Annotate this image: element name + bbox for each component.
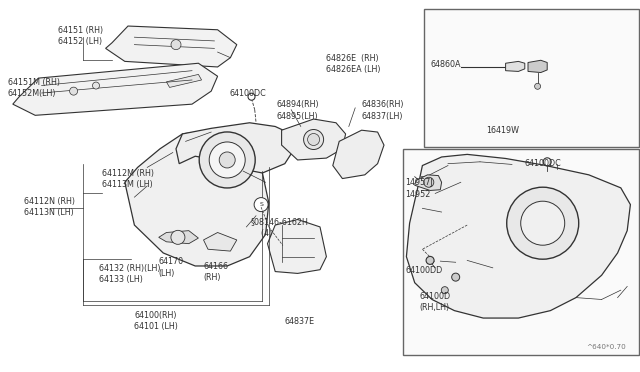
- Text: 64170
(LH): 64170 (LH): [159, 257, 184, 278]
- Polygon shape: [159, 231, 198, 244]
- Text: S: S: [259, 202, 263, 207]
- Circle shape: [534, 83, 541, 89]
- Polygon shape: [506, 61, 525, 71]
- Circle shape: [70, 87, 77, 95]
- Text: 64100DC: 64100DC: [525, 159, 561, 168]
- Text: 64132 (RH)(LH)
64133 (LH): 64132 (RH)(LH) 64133 (LH): [99, 264, 161, 284]
- Polygon shape: [528, 60, 547, 73]
- Polygon shape: [176, 123, 294, 173]
- Circle shape: [303, 129, 324, 150]
- Polygon shape: [333, 130, 384, 179]
- Circle shape: [308, 134, 319, 145]
- Circle shape: [426, 256, 434, 264]
- Text: 64100(RH)
64101 (LH): 64100(RH) 64101 (LH): [134, 311, 179, 331]
- Circle shape: [442, 287, 448, 294]
- Circle shape: [521, 201, 564, 245]
- Text: 14952: 14952: [405, 190, 431, 199]
- Polygon shape: [125, 130, 269, 266]
- Text: 14957J: 14957J: [405, 178, 433, 187]
- Circle shape: [93, 82, 99, 89]
- Polygon shape: [13, 63, 218, 115]
- Text: 64837E: 64837E: [285, 317, 315, 326]
- Text: 64860A: 64860A: [430, 60, 461, 68]
- Text: 64151 (RH)
64152 (LH): 64151 (RH) 64152 (LH): [58, 26, 103, 46]
- Circle shape: [171, 230, 185, 244]
- Circle shape: [219, 152, 236, 168]
- Polygon shape: [282, 119, 346, 160]
- Circle shape: [199, 132, 255, 188]
- Polygon shape: [268, 219, 326, 273]
- Polygon shape: [106, 26, 237, 67]
- Text: 64836(RH)
64837(LH): 64836(RH) 64837(LH): [362, 100, 404, 121]
- Text: 64100D
(RH,LH): 64100D (RH,LH): [419, 292, 451, 312]
- Text: ^640*0.70: ^640*0.70: [586, 344, 626, 350]
- Circle shape: [507, 187, 579, 259]
- Text: 64100DC: 64100DC: [229, 89, 266, 98]
- Text: 64826E  (RH)
64826EA (LH): 64826E (RH) 64826EA (LH): [326, 54, 381, 74]
- Text: 64112M (RH)
64113M (LH): 64112M (RH) 64113M (LH): [102, 169, 154, 189]
- Circle shape: [209, 142, 245, 178]
- Text: §08146-6162H
    (4): §08146-6162H (4): [251, 218, 308, 238]
- Circle shape: [171, 40, 181, 49]
- Polygon shape: [204, 232, 237, 251]
- Text: 64166
(RH): 64166 (RH): [204, 262, 228, 282]
- Text: 64894(RH)
64895(LH): 64894(RH) 64895(LH): [276, 100, 319, 121]
- Text: 64112N (RH)
64113N (LH): 64112N (RH) 64113N (LH): [24, 197, 76, 217]
- Text: 16419W: 16419W: [486, 126, 520, 135]
- Polygon shape: [406, 154, 630, 318]
- Circle shape: [254, 198, 268, 212]
- Circle shape: [248, 93, 255, 100]
- Bar: [403, 149, 639, 355]
- Polygon shape: [415, 175, 442, 190]
- Text: 64100DD: 64100DD: [405, 266, 442, 275]
- Circle shape: [452, 273, 460, 281]
- Polygon shape: [166, 74, 202, 87]
- Text: 64151M (RH)
64152M(LH): 64151M (RH) 64152M(LH): [8, 78, 60, 98]
- Circle shape: [543, 158, 551, 166]
- Bar: [424, 9, 639, 147]
- Circle shape: [424, 177, 434, 187]
